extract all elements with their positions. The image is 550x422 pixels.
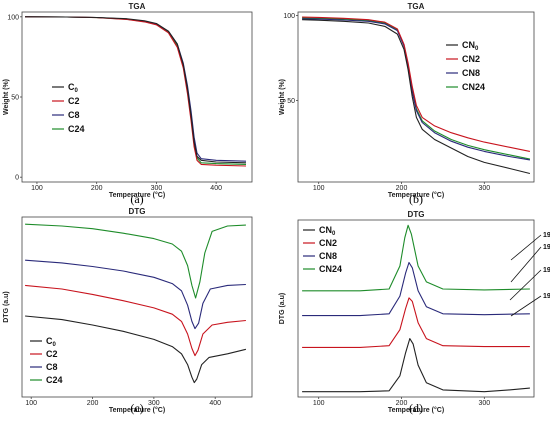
y-axis-label: DTG (a.u) <box>3 291 10 323</box>
chart-title: DTG <box>408 210 425 219</box>
annotation-leader <box>510 295 542 317</box>
x-tick-label: 100 <box>31 185 43 192</box>
y-axis-label: DTG (a.u) <box>279 293 286 325</box>
x-tick-label: 300 <box>478 400 490 407</box>
x-axis-label: Temperature (°C) <box>388 191 444 199</box>
legend-label: C2 <box>46 349 58 359</box>
peak-annotation: 199 °C <box>543 292 550 300</box>
y-tick-label: 50 <box>11 95 19 102</box>
legend-label: C8 <box>46 362 58 372</box>
y-tick-label: 100 <box>7 14 19 21</box>
chart-title: DTG <box>129 207 146 216</box>
x-tick-label: 100 <box>313 400 325 407</box>
x-tick-label: 200 <box>87 400 99 407</box>
chart-c: DTG Temperature (°C) DTG (a.u) 100 200 300 400… <box>3 207 253 415</box>
x-tick-label: 200 <box>396 185 408 192</box>
y-tick-label: 0 <box>15 175 19 182</box>
series-line-cn24 <box>302 224 530 292</box>
series-line-cn8 <box>302 261 530 317</box>
series-line-cn8 <box>302 18 530 161</box>
panel-label: (b) <box>409 192 423 206</box>
legend-label: CN8 <box>319 251 337 261</box>
x-tick-label: 100 <box>313 185 325 192</box>
legend-label: C8 <box>68 110 80 120</box>
series-line-c2 <box>25 284 246 357</box>
series-line-cn0 <box>302 338 530 393</box>
series-line-cn2 <box>302 297 530 348</box>
x-tick-label: 300 <box>478 185 490 192</box>
panel-label: (a) <box>130 192 143 206</box>
x-tick-label: 200 <box>396 400 408 407</box>
y-tick-label: 100 <box>283 13 295 20</box>
series-line-cn24 <box>302 17 531 160</box>
x-axis-label: Temperature (°C) <box>388 406 444 414</box>
x-tick-label: 300 <box>151 185 163 192</box>
plot-frame <box>297 11 535 183</box>
peak-annotation: 199 °C <box>543 266 550 274</box>
legend-label: C2 <box>68 96 80 106</box>
legend-label: CN0 <box>319 225 336 237</box>
series-line-c0 <box>25 315 247 384</box>
plot-frame <box>21 216 253 398</box>
series-line-c8 <box>24 16 247 162</box>
x-tick-label: 200 <box>91 185 103 192</box>
chart-title: TGA <box>408 2 425 11</box>
legend-label: CN8 <box>462 68 480 78</box>
x-tick-label: 400 <box>210 185 222 192</box>
legend-label: C0 <box>46 336 57 348</box>
chart-b: TGA Temperature (°C) Weight (%) 100 200 300 50… <box>279 2 535 206</box>
chart-a: TGA Temperature (°C) Weight (%) 100 200 300 40… <box>3 2 253 206</box>
annotation-leader <box>510 234 542 261</box>
panel-label: (c) <box>130 401 143 415</box>
series-line-cn0 <box>302 19 531 175</box>
series-line-c0 <box>24 16 247 164</box>
y-tick-label: 50 <box>287 98 295 105</box>
legend-label: CN2 <box>462 54 480 64</box>
series-line-c24 <box>25 223 246 299</box>
legend-label: C24 <box>46 375 63 385</box>
legend-label: CN0 <box>462 40 479 52</box>
annotation-leader <box>510 246 542 283</box>
plot-frame <box>297 219 535 398</box>
plot-frame <box>21 11 253 183</box>
chart-title: TGA <box>129 2 146 11</box>
chart-d: DTG Temperature (°C) DTG (a.u) 100 200 300 CN0… <box>279 210 550 415</box>
y-axis-label: Weight (%) <box>3 79 10 115</box>
peak-annotation: 199 °C <box>543 243 550 251</box>
series-line-c8 <box>25 259 246 330</box>
series-line-cn2 <box>302 16 531 152</box>
legend-label: CN24 <box>319 264 342 274</box>
panel-label: (d) <box>409 401 423 415</box>
x-tick-label: 300 <box>148 400 160 407</box>
series-line-c2 <box>24 16 247 167</box>
x-tick-label: 400 <box>209 400 221 407</box>
x-axis-label: Temperature (°C) <box>109 406 165 414</box>
legend-label: C0 <box>68 82 79 94</box>
legend-label: CN2 <box>319 238 337 248</box>
annotation-leader <box>509 269 542 301</box>
peak-annotation: 198 °C <box>543 231 550 239</box>
x-axis-label: Temperature (°C) <box>109 191 165 199</box>
y-axis-label: Weight (%) <box>279 79 286 115</box>
x-tick-label: 100 <box>25 400 37 407</box>
legend-label: CN24 <box>462 82 485 92</box>
series-line-c24 <box>24 16 247 165</box>
legend-label: C24 <box>68 124 85 134</box>
